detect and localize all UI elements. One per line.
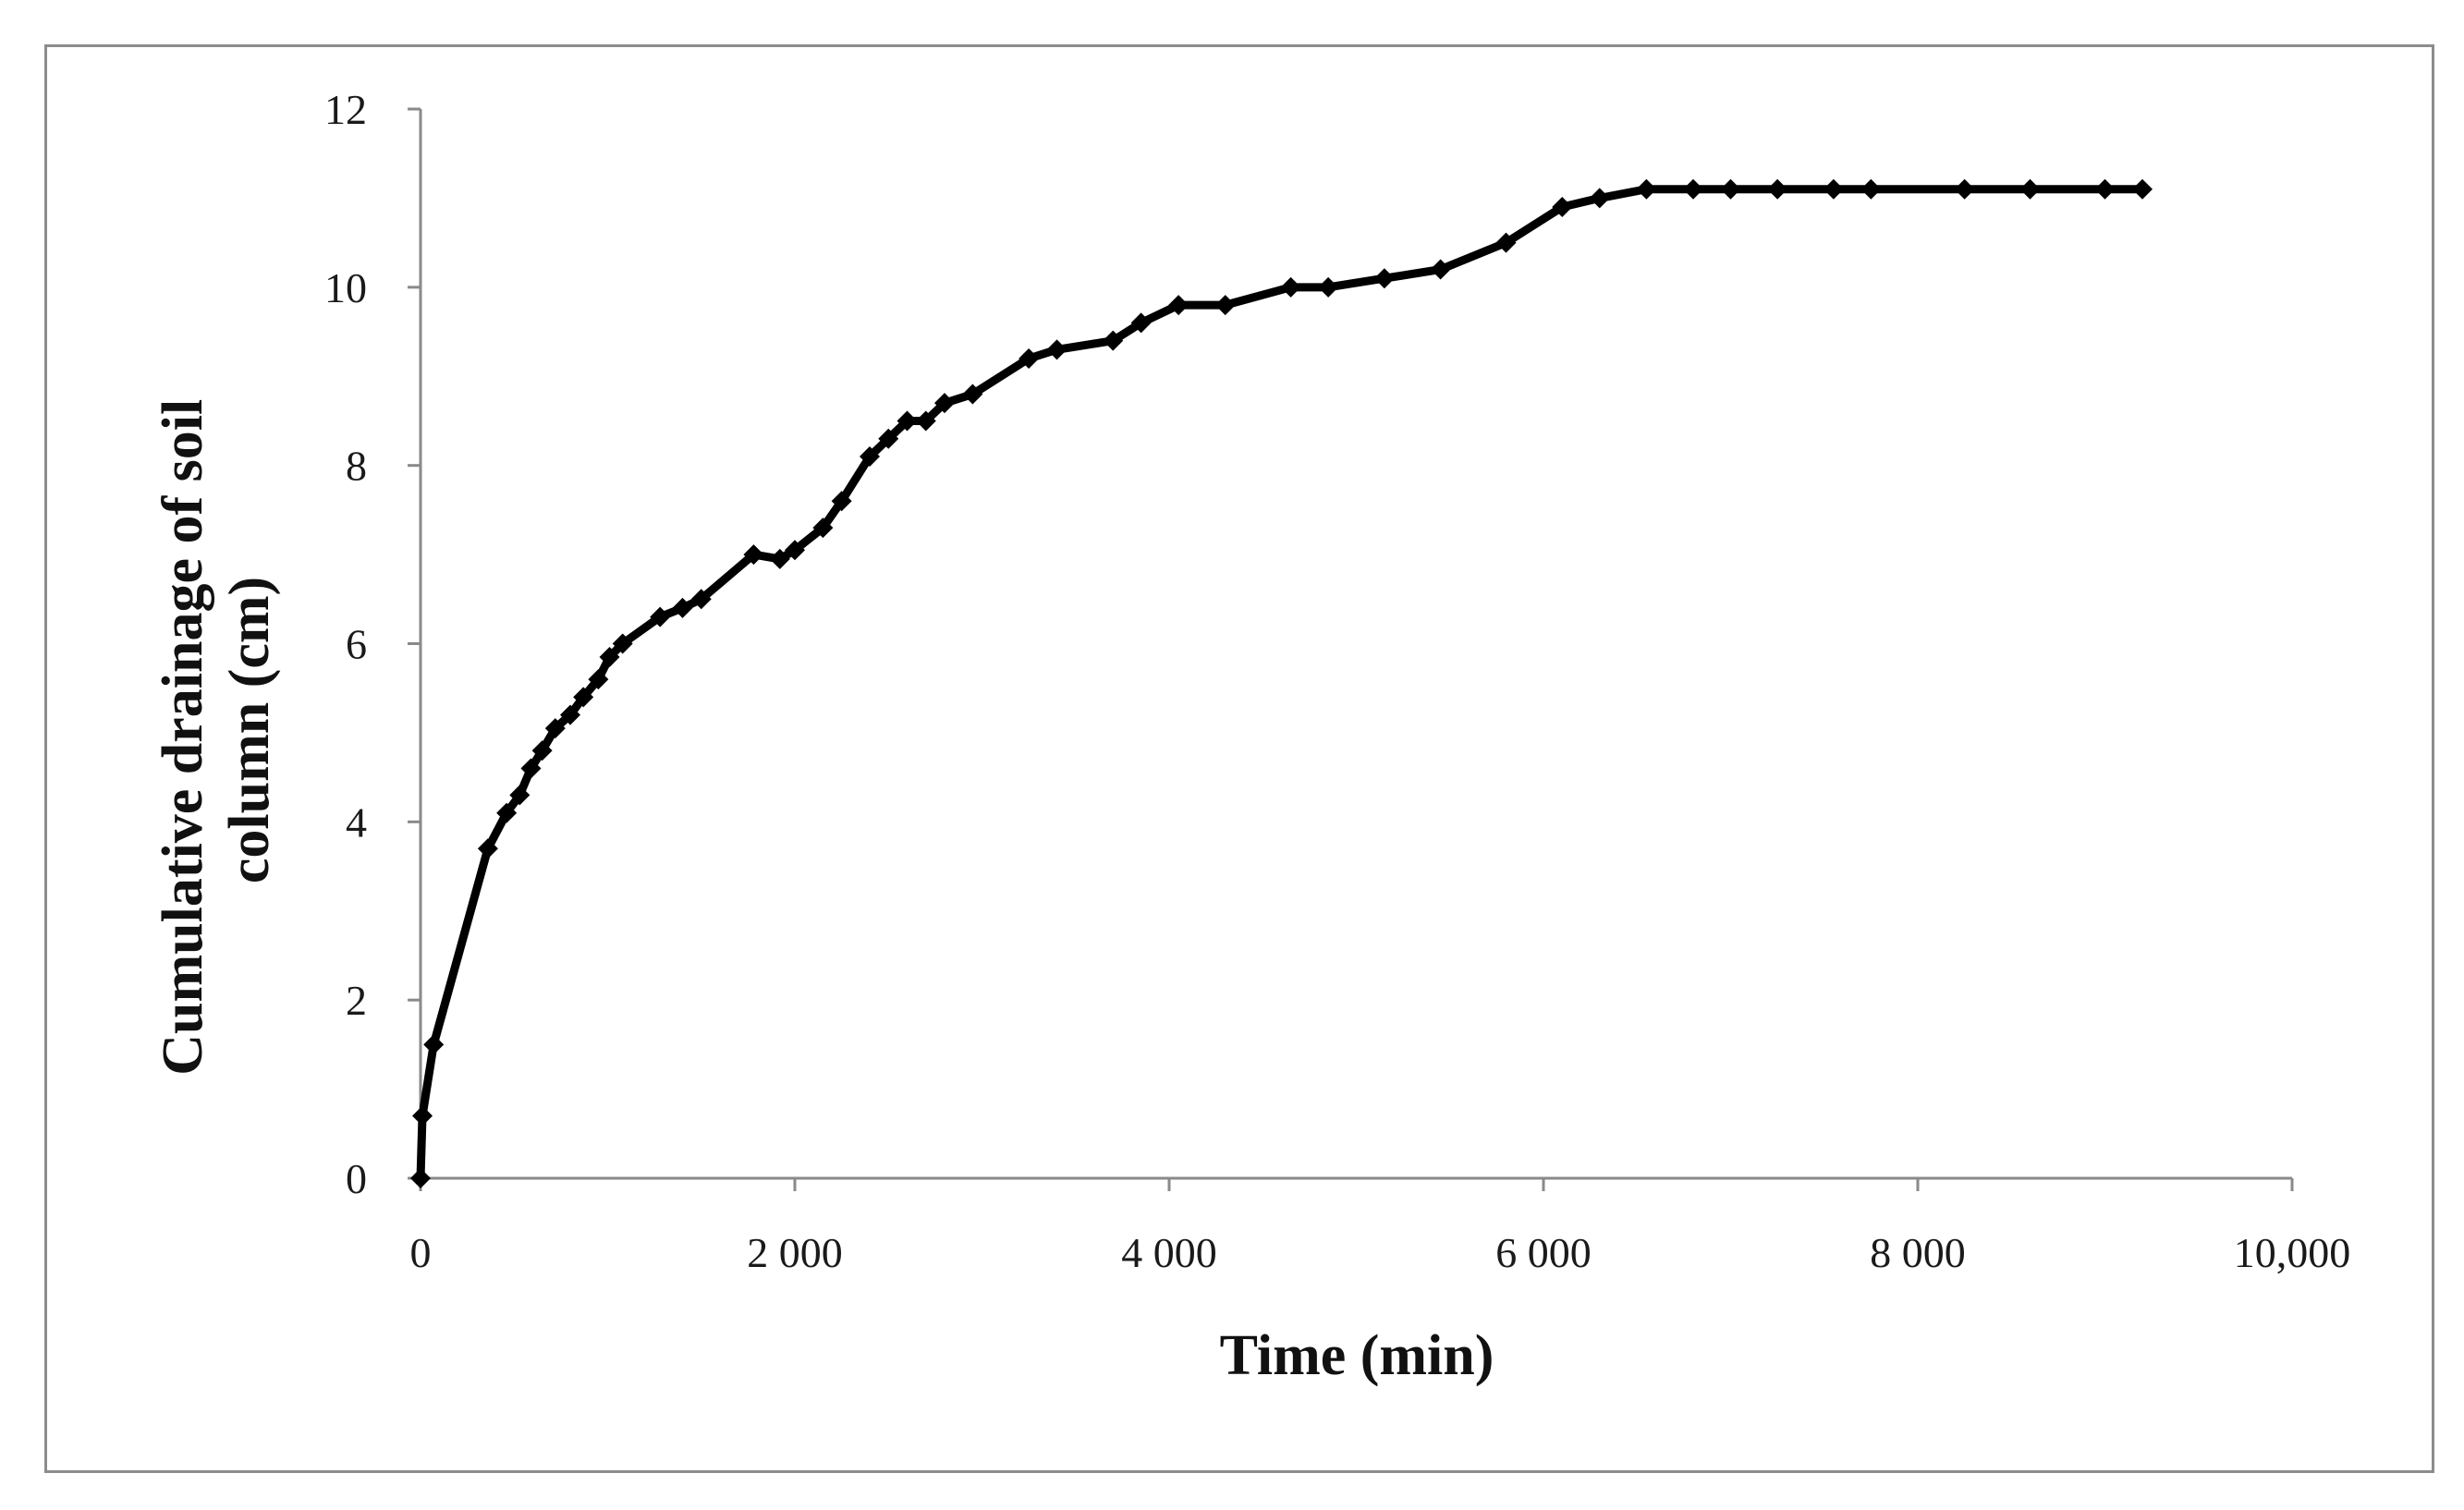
y-tick-label: 4 xyxy=(346,798,367,846)
x-tick-label: 0 xyxy=(410,1229,432,1276)
data-point-marker xyxy=(1636,178,1657,200)
y-tick-label: 10 xyxy=(324,264,367,311)
y-tick-labels: 0 2 4 6 8 10 12 xyxy=(324,86,367,1202)
data-point-marker xyxy=(531,740,553,761)
data-point-marker xyxy=(860,446,880,468)
data-point-marker xyxy=(1280,276,1301,298)
y-tick-label: 2 xyxy=(346,977,367,1024)
data-point-marker xyxy=(743,544,764,566)
data-point-marker xyxy=(2094,178,2116,200)
data-point-marker xyxy=(573,687,594,708)
data-point-marker xyxy=(934,393,955,414)
data-point-marker xyxy=(477,838,498,859)
data-point-marker xyxy=(2019,178,2041,200)
data-point-marker xyxy=(1019,347,1040,369)
y-tick-label: 0 xyxy=(346,1155,367,1202)
data-point-marker xyxy=(410,1168,431,1188)
data-point-marker xyxy=(1168,295,1189,316)
data-point-marker xyxy=(2132,178,2153,200)
x-tick-label: 8 000 xyxy=(1870,1229,1966,1276)
data-point-marker xyxy=(1130,312,1152,334)
data-point-marker xyxy=(1495,232,1517,253)
x-tick-labels: 0 2 000 4 000 6 000 8 000 10,000 xyxy=(410,1229,2351,1276)
data-point-marker xyxy=(588,669,609,690)
data-point-marker xyxy=(1214,295,1236,316)
data-point-marker xyxy=(1954,178,1975,200)
y-axis-title: Cumulative drainage of soil column (cm) xyxy=(152,384,281,1075)
x-tick-label: 2 000 xyxy=(747,1229,843,1276)
axes xyxy=(408,107,2294,1191)
data-point-marker xyxy=(1589,188,1610,209)
data-point-marker xyxy=(544,718,566,739)
data-point-marker xyxy=(1103,330,1124,351)
data-point-marker xyxy=(672,597,693,618)
data-point-marker xyxy=(1373,268,1395,289)
x-tick-label: 4 000 xyxy=(1121,1229,1217,1276)
data-point-marker xyxy=(496,802,518,823)
data-point-marker xyxy=(1683,178,1703,200)
data-point-marker xyxy=(599,646,620,667)
y-tick-label: 12 xyxy=(324,86,367,133)
data-point-marker xyxy=(1767,178,1788,200)
data-point-marker xyxy=(1430,259,1451,280)
data-point-marker xyxy=(878,428,899,449)
data-point-marker xyxy=(650,606,671,627)
data-point-marker xyxy=(1318,276,1339,298)
data-point-marker xyxy=(812,518,834,539)
data-point-marker xyxy=(1720,178,1741,200)
data-point-marker xyxy=(1046,339,1067,360)
data-point-marker xyxy=(785,540,805,561)
data-point-marker xyxy=(1823,178,1844,200)
data-point-marker xyxy=(520,758,542,779)
data-point-marker xyxy=(915,410,936,432)
data-point-marker xyxy=(962,384,983,405)
data-point-marker xyxy=(831,491,852,512)
data-point-marker xyxy=(690,589,712,610)
x-tick-label: 10,000 xyxy=(2234,1229,2351,1276)
data-point-marker xyxy=(897,410,918,432)
y-axis-title-line-2: column (cm) xyxy=(218,577,281,883)
data-point-marker xyxy=(1860,178,1882,200)
x-tick-label: 6 000 xyxy=(1495,1229,1592,1276)
data-point-marker xyxy=(509,785,531,806)
data-point-marker xyxy=(612,633,633,654)
data-point-marker xyxy=(412,1105,433,1126)
y-tick-label: 6 xyxy=(346,621,367,668)
series-line xyxy=(416,185,2147,1183)
x-axis-title: Time (min) xyxy=(1220,1324,1494,1387)
y-tick-label: 8 xyxy=(346,443,367,490)
chart-frame xyxy=(44,44,2434,1473)
data-markers xyxy=(410,178,2153,1188)
data-series xyxy=(416,185,2147,1183)
data-point-marker xyxy=(423,1034,445,1055)
y-axis-title-line-1: Cumulative drainage of soil xyxy=(152,399,214,1076)
data-point-marker xyxy=(769,548,790,569)
data-point-marker xyxy=(560,704,580,725)
data-point-marker xyxy=(1552,197,1573,218)
